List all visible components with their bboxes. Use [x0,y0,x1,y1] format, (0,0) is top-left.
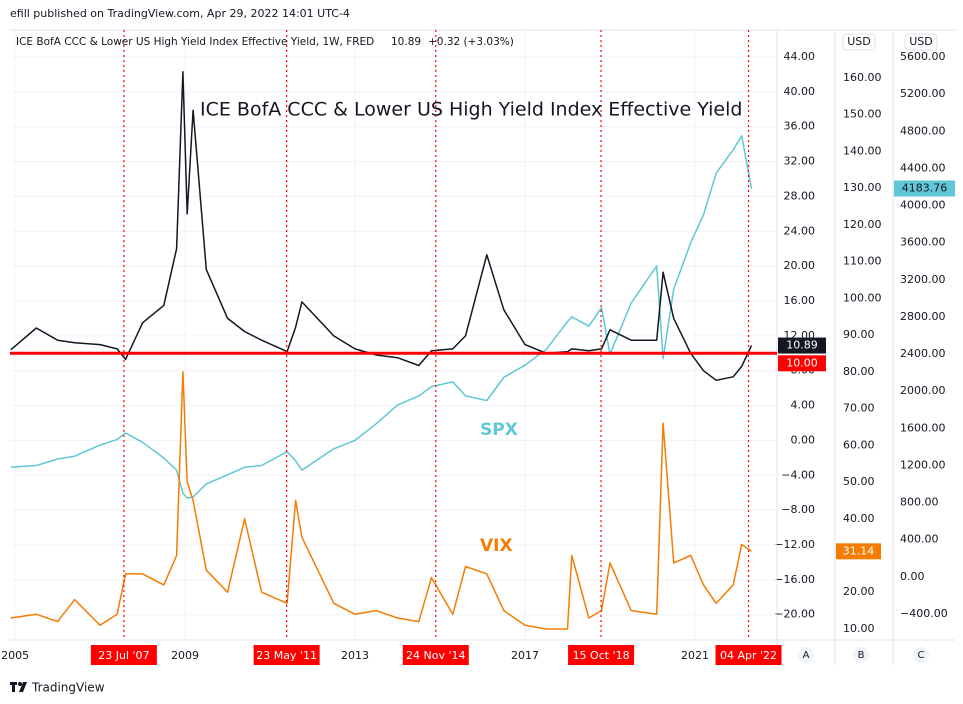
axis-name: C [918,650,925,661]
price-tag: 4183.76 [902,181,948,194]
y-tick-label: −4.00 [781,468,815,481]
y-tick-label: −16.00 [774,573,815,586]
event-label-box [253,645,320,665]
series-label: SPX [480,420,518,440]
legend-value: 10.89 [391,36,421,48]
y-tick-label: 44.00 [784,50,816,63]
y-tick-label: −400.00 [900,607,948,620]
event-label-box [715,645,782,665]
y-tick-label: −8.00 [781,503,815,516]
y-tick-label: 60.00 [843,438,875,451]
legend-text: ICE BofA CCC & Lower US High Yield Index… [16,36,374,48]
axis-name: B [858,650,865,661]
y-tick-label: 0.00 [791,433,816,446]
y-tick-label: 2000.00 [900,384,946,397]
y-tick-label: 5600.00 [900,50,946,63]
unit-badge[interactable] [842,33,876,51]
y-tick-label: 4.00 [791,399,816,412]
footer-logo [10,682,27,692]
y-tick-label: 10.00 [843,622,875,635]
y-tick-label: 1200.00 [900,458,946,471]
y-tick-label: 32.00 [784,155,816,168]
event-label-box [90,645,157,665]
y-tick-label: 100.00 [843,291,882,304]
y-tick-label: 40.00 [843,512,875,525]
unit-badge[interactable] [904,33,938,51]
y-tick-label: 90.00 [843,328,875,341]
y-tick-label: −12.00 [774,538,815,551]
y-tick-label: 110.00 [843,255,882,268]
chart-title: ICE BofA CCC & Lower US High Yield Index… [200,99,742,121]
y-tick-label: 800.00 [900,496,939,509]
x-tick-label: 2005 [1,649,29,662]
axis-name: A [803,650,810,661]
y-tick-label: 4400.00 [900,161,946,174]
header: efill published on TradingView.com, Apr … [10,7,350,20]
axis-button[interactable] [913,647,929,663]
x-tick-label: 2017 [511,649,539,662]
price-tag-box [778,355,826,372]
y-tick-label: 4000.00 [900,199,946,212]
x-tick-label: 2009 [171,649,199,662]
y-tick-label: −20.00 [774,608,815,621]
price-tag: 31.14 [843,544,875,557]
event-label: 04 Apr '22 [720,649,777,662]
y-tick-label: 70.00 [843,402,875,415]
y-tick-label: 80.00 [843,365,875,378]
y-tick-label: 3600.00 [900,236,946,249]
axis-button[interactable] [853,647,869,663]
y-tick-label: 120.00 [843,218,882,231]
price-tag-box [778,337,826,354]
y-tick-label: 20.00 [784,259,816,272]
y-tick-label: 400.00 [900,533,939,546]
y-tick-label: 0.00 [900,570,925,583]
y-tick-label: 40.00 [784,85,816,98]
axis-unit: USD [909,35,933,48]
y-tick-label: 4800.00 [900,124,946,137]
y-tick-label: 28.00 [784,189,816,202]
series-line [10,71,753,382]
footer: TradingView [31,681,105,695]
y-tick-label: 130.00 [843,181,882,194]
event-label: 23 Jul '07 [98,649,149,662]
event-label-box [402,645,469,665]
y-tick-label: 20.00 [843,585,875,598]
y-tick-label: 5200.00 [900,87,946,100]
axis-unit: USD [847,35,871,48]
series-line [10,135,753,499]
y-tick-label: 3200.00 [900,273,946,286]
y-tick-label: 2400.00 [900,347,946,360]
event-label: 24 Nov '14 [406,649,465,662]
x-tick-label: 2021 [681,649,709,662]
y-tick-label: 150.00 [843,108,882,121]
y-tick-label: 24.00 [784,224,816,237]
event-label: 23 May '11 [256,649,317,662]
price-tag: 10.00 [786,356,818,369]
y-tick-label: 2800.00 [900,310,946,323]
price-tag-box [894,180,955,197]
y-tick-label: 160.00 [843,71,882,84]
axis-button[interactable] [798,647,814,663]
y-tick-label: 50.00 [843,475,875,488]
price-tag-box [836,543,881,560]
price-tag: 10.89 [786,339,818,352]
event-label: 15 Oct '18 [573,649,630,662]
y-tick-label: 16.00 [784,294,816,307]
series-line [10,371,752,630]
y-tick-label: 36.00 [784,120,816,133]
x-tick-label: 2013 [341,649,369,662]
legend-change: +0.32 (+3.03%) [428,36,514,48]
series-label: VIX [480,536,513,556]
y-tick-label: 1600.00 [900,421,946,434]
y-tick-label: 140.00 [843,144,882,157]
event-label-box [568,645,635,665]
